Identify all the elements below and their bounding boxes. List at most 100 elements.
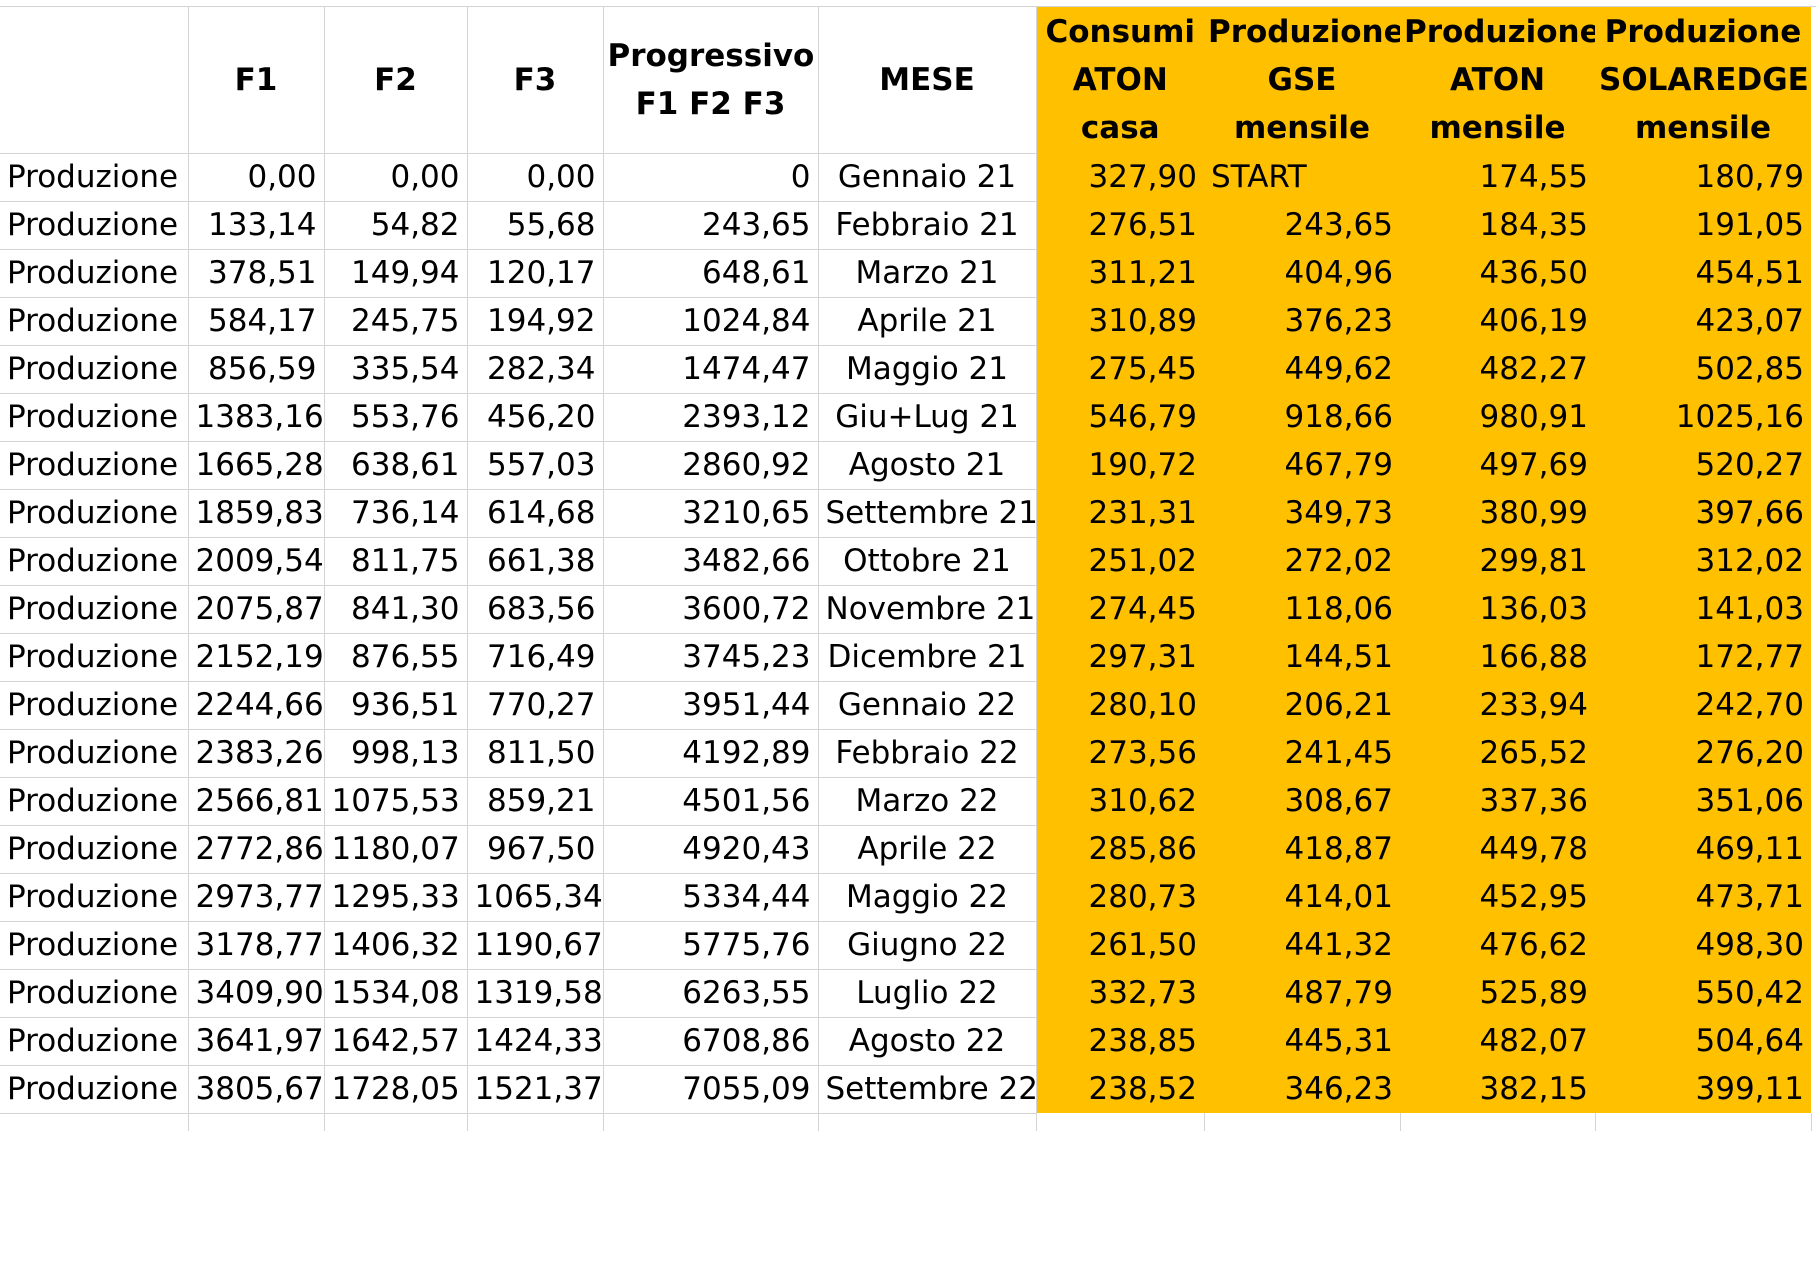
cell-f1[interactable]: 1665,28: [188, 441, 325, 490]
cell-gse[interactable]: 445,31: [1204, 1017, 1400, 1065]
cell-mese[interactable]: Aprile 22: [818, 825, 1037, 874]
cell-f3[interactable]: 967,50: [467, 825, 604, 874]
cell-aton[interactable]: 337,36: [1400, 777, 1595, 825]
cell-aton[interactable]: 482,07: [1400, 1017, 1595, 1065]
cell-consumi[interactable]: 310,62: [1036, 777, 1204, 825]
cell-progressivo[interactable]: 2393,12: [603, 393, 819, 442]
cell-f1[interactable]: 378,51: [188, 249, 325, 298]
empty-cell[interactable]: [818, 1113, 1037, 1131]
cell-f1[interactable]: 2383,26: [188, 729, 325, 778]
cell-solaredge[interactable]: 191,05: [1595, 201, 1811, 249]
cell-f3[interactable]: 716,49: [467, 633, 604, 682]
cell-mese[interactable]: Giu+Lug 21: [818, 393, 1037, 442]
cell-progressivo[interactable]: 1474,47: [603, 345, 819, 394]
cell-f1[interactable]: 2566,81: [188, 777, 325, 826]
cell-aton[interactable]: 166,88: [1400, 633, 1595, 681]
cell-f3[interactable]: 859,21: [467, 777, 604, 826]
cell-f3[interactable]: 0,00: [467, 153, 604, 202]
cell-mese[interactable]: Dicembre 21: [818, 633, 1037, 682]
cell-consumi[interactable]: 251,02: [1036, 537, 1204, 585]
cell-f2[interactable]: 841,30: [324, 585, 468, 634]
cell-f3[interactable]: 557,03: [467, 441, 604, 490]
cell-gse[interactable]: 206,21: [1204, 681, 1400, 729]
cell-f1[interactable]: 1859,83: [188, 489, 325, 538]
cell-aton[interactable]: 299,81: [1400, 537, 1595, 585]
cell-consumi[interactable]: 311,21: [1036, 249, 1204, 297]
cell-f3[interactable]: 770,27: [467, 681, 604, 730]
cell-progressivo[interactable]: 4501,56: [603, 777, 819, 826]
header-mese[interactable]: MESE: [818, 7, 1037, 154]
cell-gse[interactable]: 918,66: [1204, 393, 1400, 441]
cell-aton[interactable]: 482,27: [1400, 345, 1595, 393]
cell-mese[interactable]: Marzo 22: [818, 777, 1037, 826]
cell-f1[interactable]: 3641,97: [188, 1017, 325, 1066]
cell-gse[interactable]: 144,51: [1204, 633, 1400, 681]
cell-label[interactable]: Produzione: [0, 441, 189, 490]
cell-mese[interactable]: Gennaio 21: [818, 153, 1037, 202]
cell-gse[interactable]: 243,65: [1204, 201, 1400, 249]
cell-consumi[interactable]: 231,31: [1036, 489, 1204, 537]
cell-f3[interactable]: 661,38: [467, 537, 604, 586]
cell-f1[interactable]: 0,00: [188, 153, 325, 202]
cell-consumi[interactable]: 238,85: [1036, 1017, 1204, 1065]
cell-solaredge[interactable]: 498,30: [1595, 921, 1811, 969]
cell-progressivo[interactable]: 5775,76: [603, 921, 819, 970]
cell-label[interactable]: Produzione: [0, 201, 189, 250]
cell-f2[interactable]: 876,55: [324, 633, 468, 682]
cell-gse[interactable]: START: [1204, 153, 1400, 201]
cell-mese[interactable]: Maggio 21: [818, 345, 1037, 394]
cell-solaredge[interactable]: 351,06: [1595, 777, 1811, 825]
cell-consumi[interactable]: 546,79: [1036, 393, 1204, 441]
cell-label[interactable]: Produzione: [0, 873, 189, 922]
cell-consumi[interactable]: 276,51: [1036, 201, 1204, 249]
cell-consumi[interactable]: 332,73: [1036, 969, 1204, 1017]
cell-f3[interactable]: 120,17: [467, 249, 604, 298]
cell-solaredge[interactable]: 276,20: [1595, 729, 1811, 777]
cell-f2[interactable]: 638,61: [324, 441, 468, 490]
empty-cell[interactable]: [188, 1113, 325, 1131]
cell-solaredge[interactable]: 141,03: [1595, 585, 1811, 633]
cell-consumi[interactable]: 275,45: [1036, 345, 1204, 393]
cell-f1[interactable]: 1383,16: [188, 393, 325, 442]
cell-label[interactable]: Produzione: [0, 1017, 189, 1066]
cell-f2[interactable]: 1075,53: [324, 777, 468, 826]
cell-aton[interactable]: 449,78: [1400, 825, 1595, 873]
header-label-cell[interactable]: [0, 7, 189, 154]
cell-progressivo[interactable]: 1024,84: [603, 297, 819, 346]
cell-f3[interactable]: 194,92: [467, 297, 604, 346]
cell-gse[interactable]: 308,67: [1204, 777, 1400, 825]
cell-solaredge[interactable]: 397,66: [1595, 489, 1811, 537]
cell-gse[interactable]: 404,96: [1204, 249, 1400, 297]
cell-aton[interactable]: 233,94: [1400, 681, 1595, 729]
cell-aton[interactable]: 452,95: [1400, 873, 1595, 921]
cell-aton[interactable]: 380,99: [1400, 489, 1595, 537]
cell-consumi[interactable]: 273,56: [1036, 729, 1204, 777]
cell-consumi[interactable]: 238,52: [1036, 1065, 1204, 1113]
cell-f2[interactable]: 811,75: [324, 537, 468, 586]
cell-consumi[interactable]: 327,90: [1036, 153, 1204, 201]
cell-f2[interactable]: 936,51: [324, 681, 468, 730]
cell-label[interactable]: Produzione: [0, 249, 189, 298]
empty-cell[interactable]: [0, 1113, 189, 1131]
cell-f1[interactable]: 2973,77: [188, 873, 325, 922]
cell-gse[interactable]: 241,45: [1204, 729, 1400, 777]
cell-progressivo[interactable]: 4192,89: [603, 729, 819, 778]
cell-gse[interactable]: 118,06: [1204, 585, 1400, 633]
cell-aton[interactable]: 980,91: [1400, 393, 1595, 441]
cell-consumi[interactable]: 280,10: [1036, 681, 1204, 729]
cell-f3[interactable]: 683,56: [467, 585, 604, 634]
cell-label[interactable]: Produzione: [0, 921, 189, 970]
header-f3[interactable]: F3: [467, 7, 604, 154]
cell-mese[interactable]: Novembre 21: [818, 585, 1037, 634]
cell-aton[interactable]: 174,55: [1400, 153, 1595, 201]
cell-aton[interactable]: 136,03: [1400, 585, 1595, 633]
cell-f3[interactable]: 1521,37: [467, 1065, 604, 1114]
header-f1[interactable]: F1: [188, 7, 325, 154]
cell-solaredge[interactable]: 504,64: [1595, 1017, 1811, 1065]
cell-f2[interactable]: 1642,57: [324, 1017, 468, 1066]
cell-f3[interactable]: 614,68: [467, 489, 604, 538]
cell-consumi[interactable]: 297,31: [1036, 633, 1204, 681]
cell-label[interactable]: Produzione: [0, 777, 189, 826]
cell-aton[interactable]: 382,15: [1400, 1065, 1595, 1113]
cell-solaredge[interactable]: 172,77: [1595, 633, 1811, 681]
